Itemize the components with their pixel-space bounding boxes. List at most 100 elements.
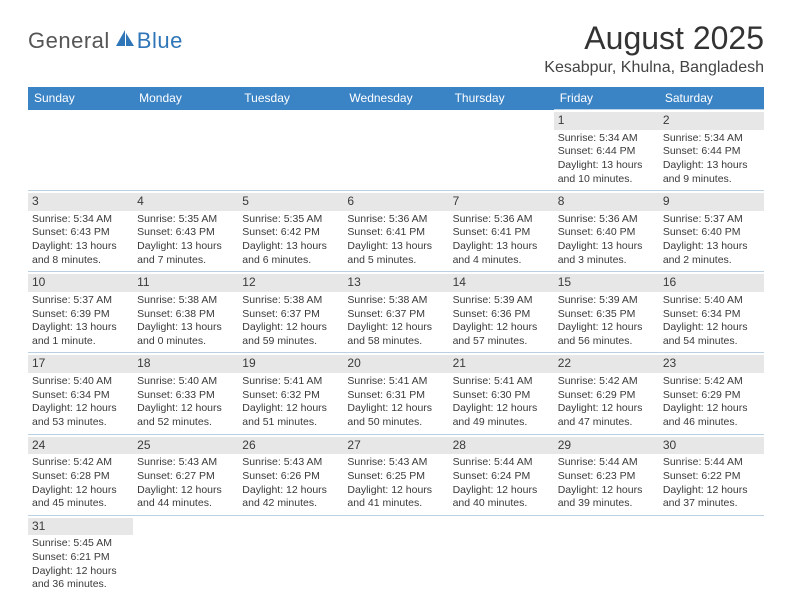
calendar-day-cell: [28, 110, 133, 191]
daylight-text: Daylight: 12 hours and 41 minutes.: [347, 484, 444, 511]
sunrise-text: Sunrise: 5:39 AM: [453, 294, 550, 308]
sunset-text: Sunset: 6:30 PM: [453, 389, 550, 403]
calendar-day-cell: 25Sunrise: 5:43 AMSunset: 6:27 PMDayligh…: [133, 434, 238, 515]
daylight-text: Daylight: 13 hours and 2 minutes.: [663, 240, 760, 267]
calendar-day-cell: 7Sunrise: 5:36 AMSunset: 6:41 PMDaylight…: [449, 191, 554, 272]
calendar-day-cell: [238, 110, 343, 191]
day-number: 19: [238, 355, 343, 373]
sunset-text: Sunset: 6:42 PM: [242, 226, 339, 240]
daylight-text: Daylight: 13 hours and 9 minutes.: [663, 159, 760, 186]
day-number: 18: [133, 355, 238, 373]
daylight-text: Daylight: 13 hours and 4 minutes.: [453, 240, 550, 267]
page-title: August 2025: [544, 20, 764, 57]
daylight-text: Daylight: 12 hours and 40 minutes.: [453, 484, 550, 511]
daylight-text: Daylight: 12 hours and 51 minutes.: [242, 402, 339, 429]
sunset-text: Sunset: 6:34 PM: [663, 308, 760, 322]
day-number: 8: [554, 193, 659, 211]
sunset-text: Sunset: 6:41 PM: [347, 226, 444, 240]
calendar-day-cell: [343, 515, 448, 596]
calendar-day-cell: 20Sunrise: 5:41 AMSunset: 6:31 PMDayligh…: [343, 353, 448, 434]
calendar-day-cell: 15Sunrise: 5:39 AMSunset: 6:35 PMDayligh…: [554, 272, 659, 353]
daylight-text: Daylight: 12 hours and 57 minutes.: [453, 321, 550, 348]
sunrise-text: Sunrise: 5:36 AM: [558, 213, 655, 227]
daylight-text: Daylight: 13 hours and 5 minutes.: [347, 240, 444, 267]
day-number: 23: [659, 355, 764, 373]
sunset-text: Sunset: 6:33 PM: [137, 389, 234, 403]
sunrise-text: Sunrise: 5:44 AM: [453, 456, 550, 470]
sunset-text: Sunset: 6:39 PM: [32, 308, 129, 322]
calendar-day-cell: [133, 110, 238, 191]
calendar-day-cell: 8Sunrise: 5:36 AMSunset: 6:40 PMDaylight…: [554, 191, 659, 272]
calendar-day-cell: 16Sunrise: 5:40 AMSunset: 6:34 PMDayligh…: [659, 272, 764, 353]
sunset-text: Sunset: 6:35 PM: [558, 308, 655, 322]
sunrise-text: Sunrise: 5:43 AM: [137, 456, 234, 470]
sunrise-text: Sunrise: 5:39 AM: [558, 294, 655, 308]
calendar-day-cell: 10Sunrise: 5:37 AMSunset: 6:39 PMDayligh…: [28, 272, 133, 353]
sunrise-text: Sunrise: 5:45 AM: [32, 537, 129, 551]
calendar-week-row: 17Sunrise: 5:40 AMSunset: 6:34 PMDayligh…: [28, 353, 764, 434]
sunrise-text: Sunrise: 5:41 AM: [453, 375, 550, 389]
day-number: 13: [343, 274, 448, 292]
calendar-day-cell: 2Sunrise: 5:34 AMSunset: 6:44 PMDaylight…: [659, 110, 764, 191]
calendar-day-cell: 29Sunrise: 5:44 AMSunset: 6:23 PMDayligh…: [554, 434, 659, 515]
weekday-header: Thursday: [449, 87, 554, 110]
calendar-day-cell: [343, 110, 448, 191]
weekday-header: Monday: [133, 87, 238, 110]
sunrise-text: Sunrise: 5:40 AM: [137, 375, 234, 389]
calendar-day-cell: 27Sunrise: 5:43 AMSunset: 6:25 PMDayligh…: [343, 434, 448, 515]
sunrise-text: Sunrise: 5:41 AM: [242, 375, 339, 389]
daylight-text: Daylight: 13 hours and 7 minutes.: [137, 240, 234, 267]
day-number: 26: [238, 437, 343, 455]
daylight-text: Daylight: 12 hours and 53 minutes.: [32, 402, 129, 429]
day-number: 29: [554, 437, 659, 455]
sunset-text: Sunset: 6:28 PM: [32, 470, 129, 484]
sunrise-text: Sunrise: 5:37 AM: [32, 294, 129, 308]
calendar-week-row: 10Sunrise: 5:37 AMSunset: 6:39 PMDayligh…: [28, 272, 764, 353]
sunrise-text: Sunrise: 5:38 AM: [137, 294, 234, 308]
title-block: August 2025 Kesabpur, Khulna, Bangladesh: [544, 20, 764, 77]
weekday-header: Tuesday: [238, 87, 343, 110]
daylight-text: Daylight: 13 hours and 8 minutes.: [32, 240, 129, 267]
sunrise-text: Sunrise: 5:41 AM: [347, 375, 444, 389]
sunset-text: Sunset: 6:37 PM: [347, 308, 444, 322]
daylight-text: Daylight: 12 hours and 58 minutes.: [347, 321, 444, 348]
weekday-header: Wednesday: [343, 87, 448, 110]
daylight-text: Daylight: 12 hours and 47 minutes.: [558, 402, 655, 429]
calendar-day-cell: 24Sunrise: 5:42 AMSunset: 6:28 PMDayligh…: [28, 434, 133, 515]
sunset-text: Sunset: 6:25 PM: [347, 470, 444, 484]
day-number: 15: [554, 274, 659, 292]
location-subtitle: Kesabpur, Khulna, Bangladesh: [544, 59, 764, 77]
day-number: 28: [449, 437, 554, 455]
sunrise-text: Sunrise: 5:38 AM: [242, 294, 339, 308]
sunrise-text: Sunrise: 5:40 AM: [663, 294, 760, 308]
weekday-header: Sunday: [28, 87, 133, 110]
calendar-day-cell: 23Sunrise: 5:42 AMSunset: 6:29 PMDayligh…: [659, 353, 764, 434]
daylight-text: Daylight: 12 hours and 50 minutes.: [347, 402, 444, 429]
day-number: 11: [133, 274, 238, 292]
daylight-text: Daylight: 13 hours and 3 minutes.: [558, 240, 655, 267]
header: General Blue August 2025 Kesabpur, Khuln…: [28, 20, 764, 77]
calendar-day-cell: [133, 515, 238, 596]
daylight-text: Daylight: 12 hours and 45 minutes.: [32, 484, 129, 511]
calendar-week-row: 1Sunrise: 5:34 AMSunset: 6:44 PMDaylight…: [28, 110, 764, 191]
calendar-day-cell: [554, 515, 659, 596]
sunset-text: Sunset: 6:23 PM: [558, 470, 655, 484]
logo-sail-icon: [115, 29, 135, 52]
calendar-day-cell: 6Sunrise: 5:36 AMSunset: 6:41 PMDaylight…: [343, 191, 448, 272]
calendar-day-cell: 17Sunrise: 5:40 AMSunset: 6:34 PMDayligh…: [28, 353, 133, 434]
calendar-day-cell: 18Sunrise: 5:40 AMSunset: 6:33 PMDayligh…: [133, 353, 238, 434]
day-number: 14: [449, 274, 554, 292]
sunrise-text: Sunrise: 5:43 AM: [242, 456, 339, 470]
day-number: 27: [343, 437, 448, 455]
sunrise-text: Sunrise: 5:36 AM: [347, 213, 444, 227]
daylight-text: Daylight: 12 hours and 39 minutes.: [558, 484, 655, 511]
sunrise-text: Sunrise: 5:42 AM: [32, 456, 129, 470]
daylight-text: Daylight: 13 hours and 0 minutes.: [137, 321, 234, 348]
weekday-header-row: SundayMondayTuesdayWednesdayThursdayFrid…: [28, 87, 764, 110]
logo-text-general: General: [28, 28, 110, 54]
sunrise-text: Sunrise: 5:34 AM: [32, 213, 129, 227]
daylight-text: Daylight: 12 hours and 44 minutes.: [137, 484, 234, 511]
daylight-text: Daylight: 12 hours and 54 minutes.: [663, 321, 760, 348]
sunrise-text: Sunrise: 5:34 AM: [558, 132, 655, 146]
sunrise-text: Sunrise: 5:44 AM: [558, 456, 655, 470]
